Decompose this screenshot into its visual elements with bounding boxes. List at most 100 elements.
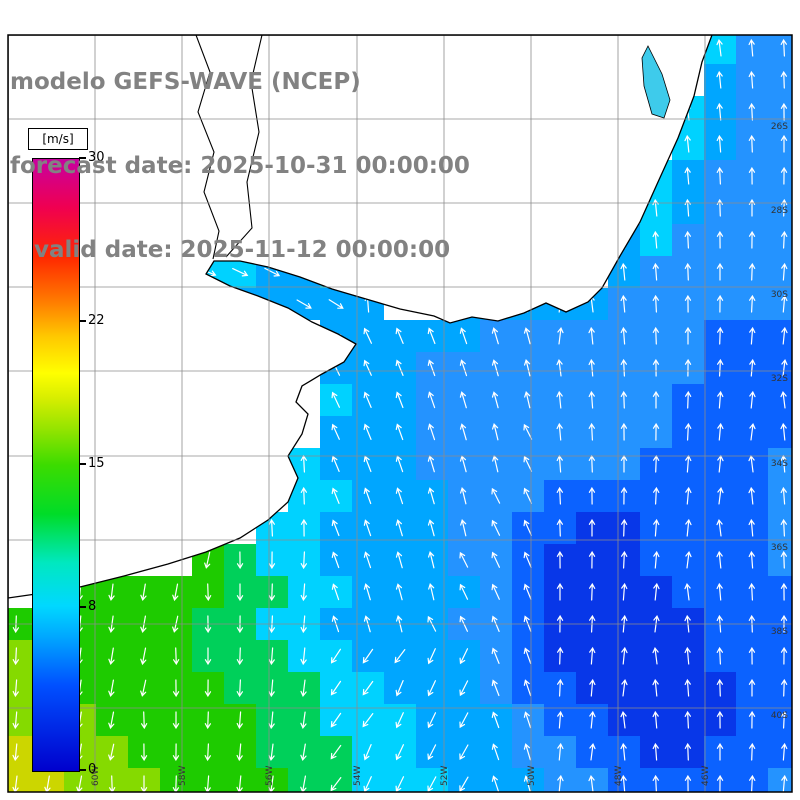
direction-arrow — [652, 262, 659, 281]
direction-arrow — [204, 551, 211, 569]
direction-arrow — [684, 582, 691, 601]
direction-arrow — [268, 679, 275, 698]
direction-arrow — [748, 582, 755, 601]
ocean-cell — [768, 35, 792, 64]
direction-arrow — [523, 423, 533, 440]
direction-arrow — [459, 423, 467, 441]
colorbar-tickmark — [79, 320, 86, 323]
ocean-cell — [768, 224, 792, 256]
ocean-cell — [768, 512, 792, 544]
direction-arrow — [491, 743, 500, 761]
direction-arrow — [589, 582, 596, 601]
direction-arrow — [204, 775, 211, 792]
direction-arrow — [685, 550, 692, 569]
direction-arrow — [749, 294, 756, 313]
direction-arrow — [588, 390, 595, 409]
ocean-cell — [8, 768, 32, 792]
direction-arrow — [717, 422, 724, 441]
ocean-cell — [64, 768, 96, 792]
direction-arrow — [395, 519, 403, 537]
direction-arrow — [748, 646, 756, 665]
direction-arrow — [748, 102, 755, 121]
direction-arrow — [620, 326, 627, 345]
direction-arrow — [653, 518, 660, 537]
ocean-cell — [384, 768, 416, 792]
ocean-cell — [704, 0, 736, 32]
direction-arrow — [589, 710, 596, 729]
ocean-cell — [768, 352, 792, 384]
direction-arrow — [296, 299, 312, 309]
direction-arrow — [523, 519, 532, 536]
direction-arrow — [264, 267, 281, 277]
forecast-title: modelo GEFS-WAVE (NCEP) forecast date: 2… — [10, 12, 470, 320]
direction-arrow — [749, 358, 756, 377]
direction-arrow — [652, 678, 659, 697]
direction-arrow — [459, 359, 468, 377]
direction-arrow — [621, 550, 628, 569]
direction-arrow — [716, 230, 724, 249]
latitude-label: 34S — [771, 459, 788, 469]
direction-arrow — [684, 646, 691, 665]
direction-arrow — [328, 299, 344, 309]
direction-arrow — [781, 326, 788, 345]
direction-arrow — [12, 743, 19, 762]
direction-arrow — [428, 551, 435, 569]
forecast-date: forecast date: 2025-10-31 00:00:00 — [10, 153, 470, 179]
direction-arrow — [268, 518, 275, 537]
ocean-cell — [768, 64, 792, 96]
direction-arrow — [652, 294, 659, 313]
direction-arrow — [652, 710, 659, 729]
direction-arrow — [652, 422, 660, 441]
direction-arrow — [427, 487, 435, 505]
direction-arrow — [781, 742, 788, 761]
direction-arrow — [427, 712, 437, 729]
ocean-cell — [768, 128, 792, 160]
latitude-label: 40S — [771, 711, 788, 721]
direction-arrow — [749, 262, 756, 281]
direction-arrow — [557, 646, 564, 665]
direction-arrow — [684, 134, 691, 153]
direction-arrow — [427, 519, 435, 537]
direction-arrow — [108, 583, 115, 602]
direction-arrow — [268, 647, 275, 666]
ocean-cell — [768, 384, 792, 416]
direction-arrow — [491, 679, 500, 697]
direction-arrow — [684, 294, 692, 313]
direction-arrow — [781, 358, 788, 377]
latitude-label: 36S — [771, 543, 788, 553]
direction-arrow — [589, 742, 596, 761]
colorbar-tickmark — [79, 463, 86, 465]
direction-arrow — [780, 550, 787, 569]
direction-arrow — [653, 486, 660, 505]
direction-arrow — [780, 102, 788, 121]
direction-arrow — [524, 359, 531, 377]
longitude-label: 60W — [91, 766, 101, 786]
valid-date: valid date: 2025-11-12 00:00:00 — [10, 237, 451, 263]
direction-arrow — [556, 358, 563, 377]
direction-arrow — [331, 551, 340, 569]
direction-arrow — [523, 743, 531, 761]
direction-arrow — [108, 711, 115, 730]
direction-arrow — [620, 294, 627, 313]
direction-arrow — [588, 774, 595, 792]
direction-arrow — [459, 648, 469, 665]
direction-arrow — [717, 486, 724, 505]
direction-arrow — [716, 774, 724, 792]
direction-arrow — [589, 646, 596, 665]
river-line — [225, 35, 263, 258]
direction-arrow — [204, 679, 212, 698]
direction-arrow — [331, 455, 340, 472]
direction-arrow — [363, 455, 372, 473]
direction-arrow — [716, 582, 723, 601]
direction-arrow — [716, 742, 724, 761]
direction-arrow — [172, 743, 180, 762]
direction-arrow — [557, 774, 564, 792]
ocean-cell — [768, 480, 792, 512]
ocean-cell — [768, 768, 792, 792]
direction-arrow — [620, 422, 628, 441]
direction-arrow — [748, 70, 755, 89]
inland-water-features — [195, 35, 671, 260]
direction-arrow — [268, 743, 275, 762]
direction-arrow — [459, 744, 469, 761]
direction-arrow — [523, 711, 532, 729]
